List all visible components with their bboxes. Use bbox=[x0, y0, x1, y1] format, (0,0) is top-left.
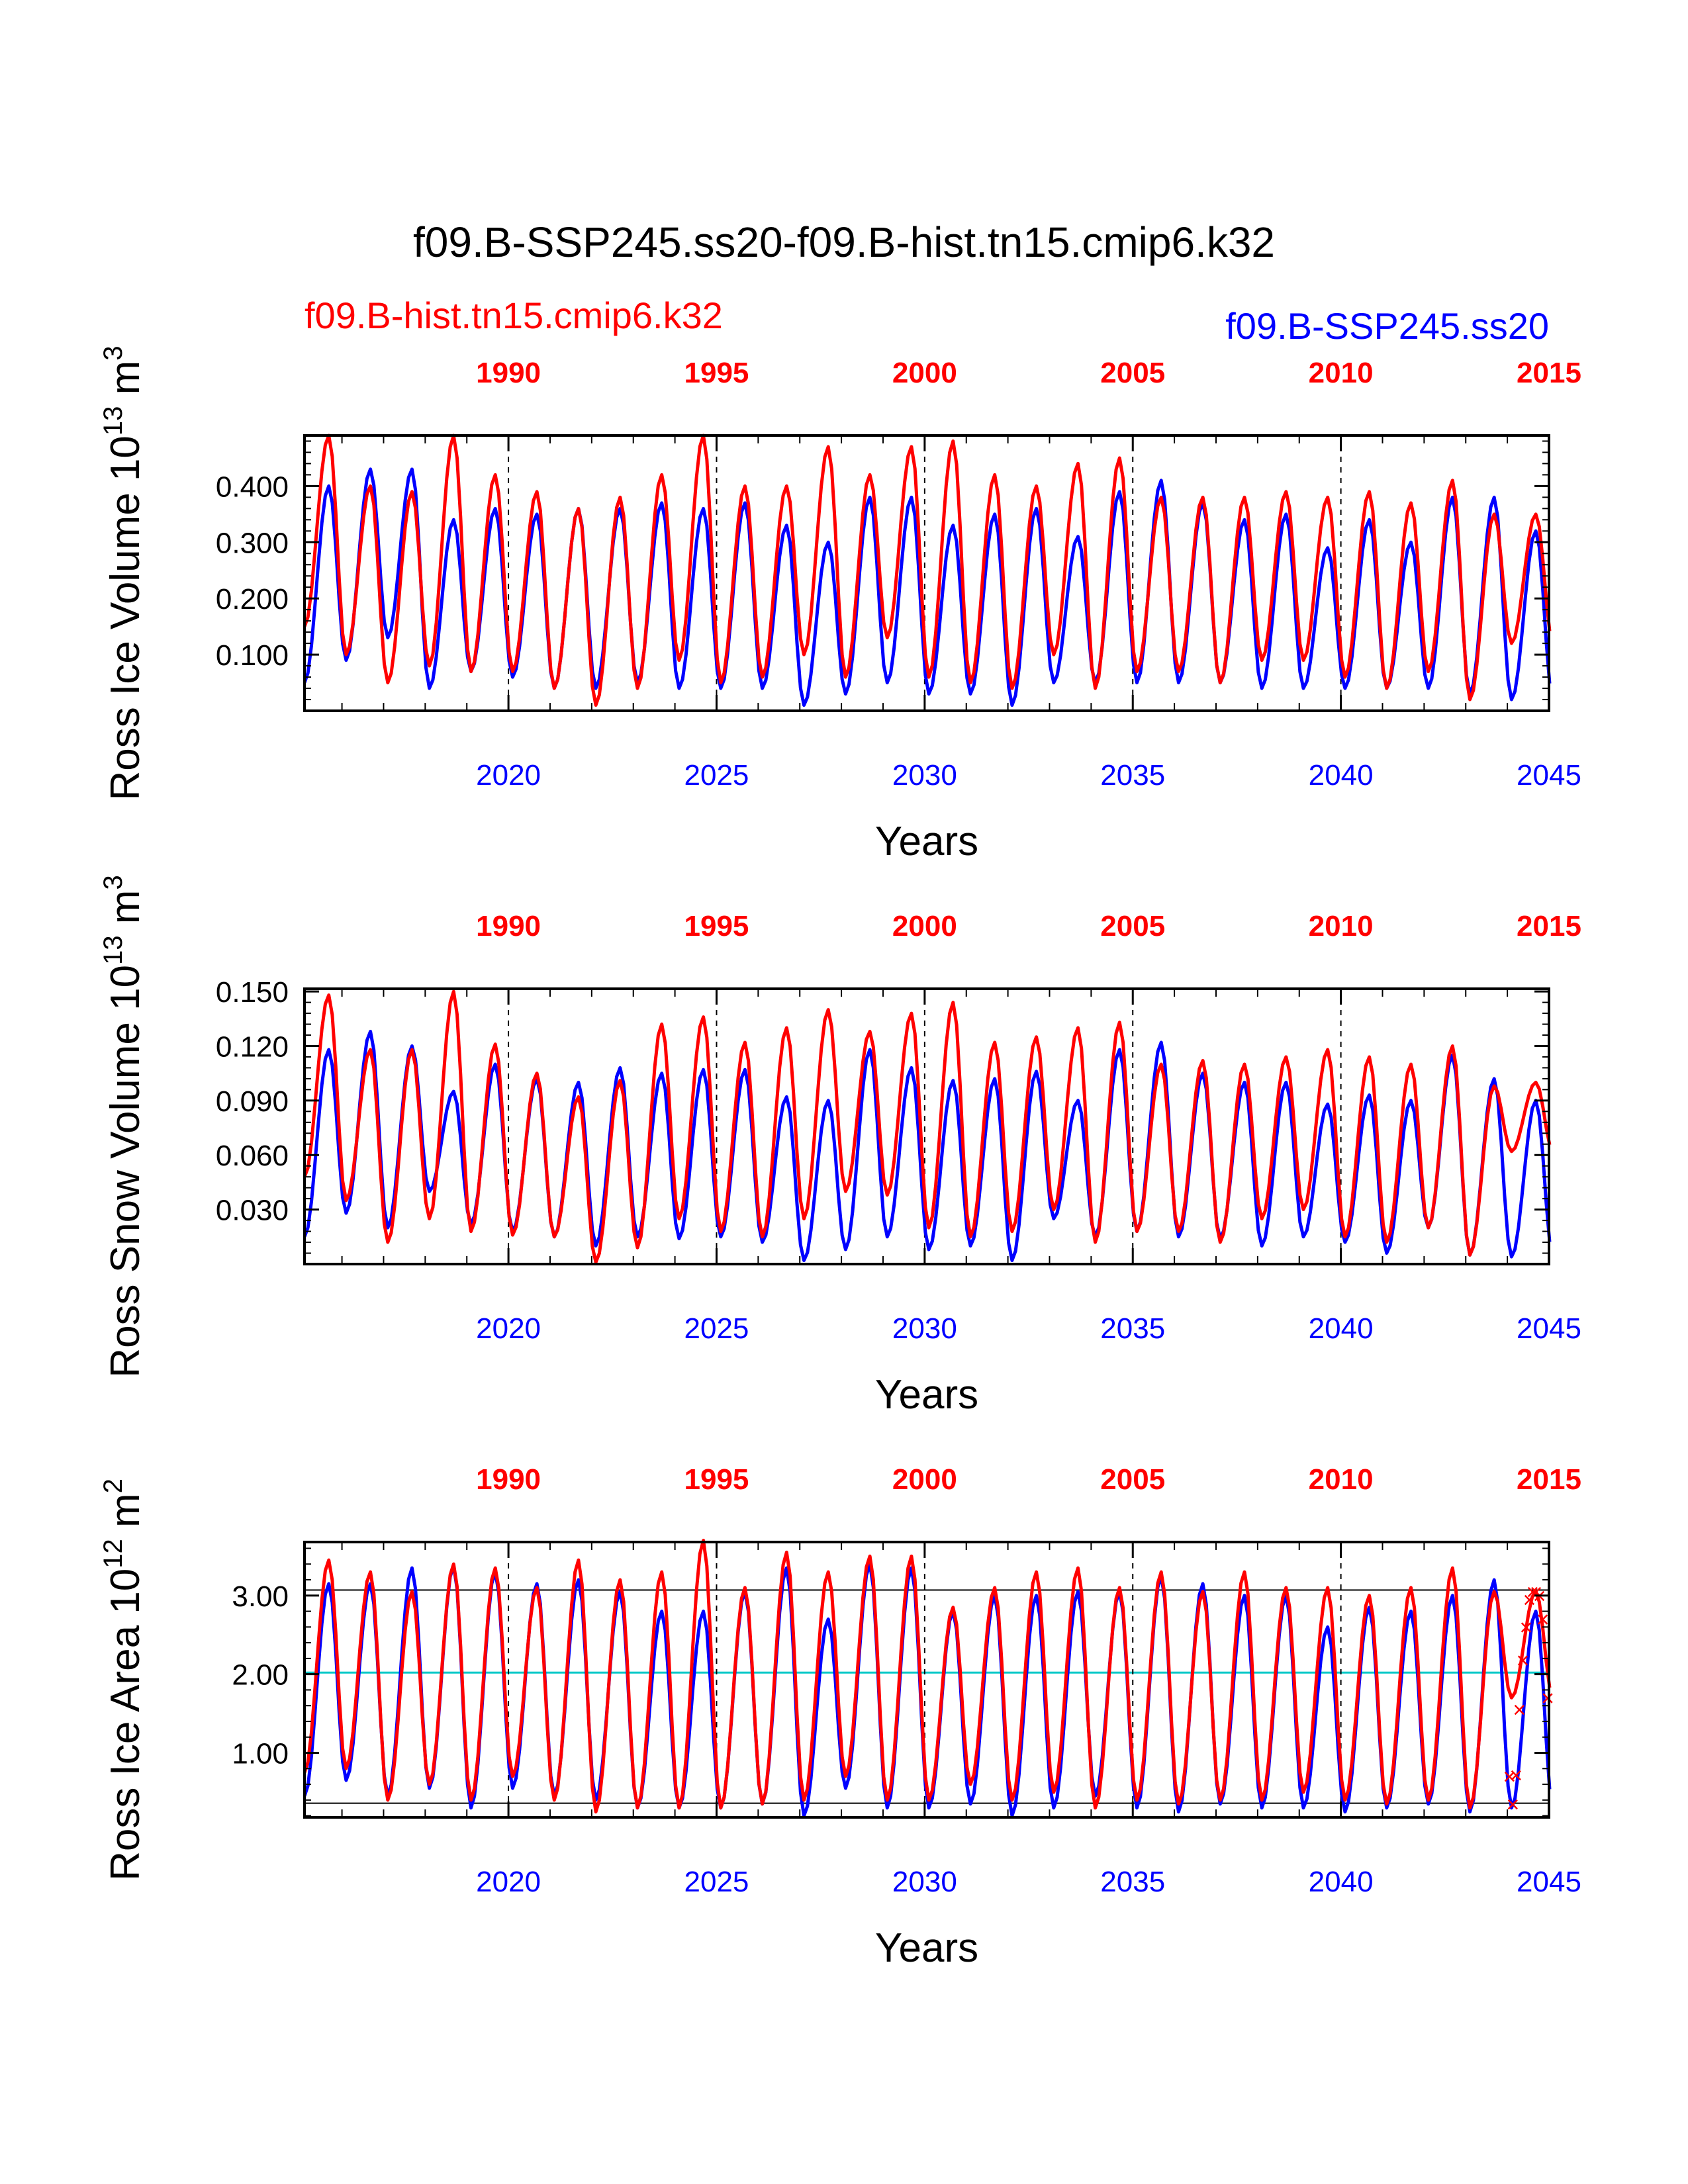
x-bottom-tick-label: 2035 bbox=[1100, 1312, 1165, 1345]
plot-frame bbox=[303, 987, 1550, 1265]
x-top-tick-label: 2015 bbox=[1517, 357, 1581, 389]
x-bottom-tick-label: 2030 bbox=[892, 1312, 957, 1345]
panel-1: 0.100 0.200 0.300 0.400 2020 2025 2030 2035 2040… bbox=[99, 345, 1581, 864]
x-bottom-tick-label: 2040 bbox=[1309, 759, 1374, 792]
star-marker: × bbox=[1536, 1607, 1550, 1632]
x-bottom-tick-label: 2040 bbox=[1309, 1312, 1374, 1345]
y-tick-label: 0.120 bbox=[216, 1030, 289, 1063]
x-bottom-tick-label: 2035 bbox=[1100, 1866, 1165, 1898]
x-top-tick-label: 2005 bbox=[1100, 910, 1165, 942]
panel-3: ××××××××××××1.002.003.002020202520302035… bbox=[99, 1463, 1581, 1971]
plot-frame bbox=[303, 434, 1550, 712]
x-bottom-tick-label: 2025 bbox=[684, 759, 749, 792]
y-axis-title-main: Ross Ice Area 10 bbox=[103, 1569, 148, 1881]
x-bottom-tick-label: 2020 bbox=[476, 1866, 541, 1898]
star-marker: × bbox=[1506, 1792, 1519, 1817]
y-tick-label: 1.00 bbox=[232, 1738, 289, 1770]
x-top-tick-label: 2000 bbox=[892, 1463, 957, 1496]
y-tick-label: 2.00 bbox=[232, 1659, 289, 1692]
star-marker: × bbox=[1526, 1580, 1540, 1605]
y-tick-label: 0.090 bbox=[216, 1085, 289, 1118]
y-axis-title: Ross Ice Volume 1013 m3 bbox=[99, 345, 148, 800]
left-subtitle: f09.B-hist.tn15.cmip6.k32 bbox=[305, 295, 723, 336]
x-top-tick-label: 1990 bbox=[476, 910, 541, 942]
star-marker: × bbox=[1513, 1698, 1526, 1723]
y-axis-title-exponent: 12 bbox=[99, 1539, 128, 1569]
right-subtitle: f09.B-SSP245.ss20 bbox=[1225, 305, 1549, 347]
y-tick-label: 3.00 bbox=[232, 1580, 289, 1613]
y-axis-title-exponent: 13 bbox=[99, 935, 128, 965]
main-title: f09.B-SSP245.ss20-f09.B-hist.tn15.cmip6.… bbox=[413, 218, 1275, 266]
star-marker: × bbox=[1516, 1648, 1529, 1673]
hist-series-line bbox=[303, 1539, 1552, 1814]
y-axis-title-unit: m bbox=[103, 890, 148, 936]
ssp245-series-line bbox=[303, 467, 1552, 707]
x-top-tick-label: 1995 bbox=[684, 1463, 749, 1496]
hist-series-line bbox=[303, 989, 1552, 1264]
y-tick-label: 0.030 bbox=[216, 1195, 289, 1227]
x-top-tick-label: 2015 bbox=[1517, 910, 1581, 942]
star-marker: × bbox=[1503, 1764, 1516, 1790]
y-tick-label: 0.150 bbox=[216, 976, 289, 1009]
star-marker: × bbox=[1509, 1763, 1523, 1788]
x-bottom-tick-label: 2025 bbox=[684, 1312, 749, 1345]
y-tick-label: 0.060 bbox=[216, 1140, 289, 1172]
panel-2: 0.030 0.060 0.090 0.120 0.150 2020 2025 2030 203… bbox=[99, 875, 1581, 1418]
x-top-tick-label: 1990 bbox=[476, 1463, 541, 1496]
x-bottom-tick-label: 2030 bbox=[892, 759, 957, 792]
y-axis-title-unit-exponent: 3 bbox=[99, 345, 128, 360]
y-axis-title-unit-exponent: 2 bbox=[99, 1479, 128, 1493]
y-axis-title: Ross Snow Volume 1013 m3 bbox=[99, 875, 148, 1377]
x-top-tick-label: 1995 bbox=[684, 357, 749, 389]
x-axis-title: Years bbox=[875, 819, 978, 864]
x-axis-title: Years bbox=[875, 1925, 978, 1971]
x-bottom-tick-label: 2020 bbox=[476, 759, 541, 792]
x-top-tick-label: 1990 bbox=[476, 357, 541, 389]
x-bottom-tick-label: 2045 bbox=[1517, 1866, 1581, 1898]
x-top-tick-label: 2010 bbox=[1309, 1463, 1374, 1496]
x-bottom-tick-label: 2030 bbox=[892, 1866, 957, 1898]
y-tick-label: 0.300 bbox=[216, 527, 289, 559]
x-top-tick-label: 2010 bbox=[1309, 357, 1374, 389]
x-bottom-tick-label: 2020 bbox=[476, 1312, 541, 1345]
hist-series-line bbox=[303, 433, 1552, 707]
y-axis-title-unit: m bbox=[103, 361, 148, 406]
star-marker: × bbox=[1523, 1588, 1536, 1613]
y-axis-title-main: Ross Snow Volume 10 bbox=[103, 965, 148, 1378]
y-tick-label: 0.200 bbox=[216, 583, 289, 615]
x-bottom-tick-label: 2035 bbox=[1100, 759, 1165, 792]
x-top-tick-label: 2000 bbox=[892, 910, 957, 942]
x-top-tick-label: 2005 bbox=[1100, 357, 1165, 389]
y-tick-label: 0.400 bbox=[216, 471, 289, 503]
x-bottom-tick-label: 2045 bbox=[1517, 1312, 1581, 1345]
star-marker: × bbox=[1530, 1580, 1543, 1605]
x-bottom-tick-label: 2025 bbox=[684, 1866, 749, 1898]
y-axis-title-main: Ross Ice Volume 10 bbox=[103, 435, 148, 800]
y-tick-label: 0.100 bbox=[216, 639, 289, 672]
star-marker: × bbox=[1519, 1615, 1532, 1640]
plot-frame bbox=[303, 1541, 1550, 1819]
x-axis-title: Years bbox=[875, 1372, 978, 1418]
x-bottom-tick-label: 2040 bbox=[1309, 1866, 1374, 1898]
x-top-tick-label: 2010 bbox=[1309, 910, 1374, 942]
x-top-tick-label: 1995 bbox=[684, 910, 749, 942]
y-axis-title-unit-exponent: 3 bbox=[99, 875, 128, 889]
y-axis-title: Ross Ice Area 1012 m2 bbox=[99, 1479, 148, 1881]
x-top-tick-label: 2015 bbox=[1517, 1463, 1581, 1496]
x-top-tick-label: 2005 bbox=[1100, 1463, 1165, 1496]
y-axis-title-unit: m bbox=[103, 1493, 148, 1539]
x-bottom-tick-label: 2045 bbox=[1517, 759, 1581, 792]
y-axis-title-exponent: 13 bbox=[99, 406, 128, 436]
x-top-tick-label: 2000 bbox=[892, 357, 957, 389]
